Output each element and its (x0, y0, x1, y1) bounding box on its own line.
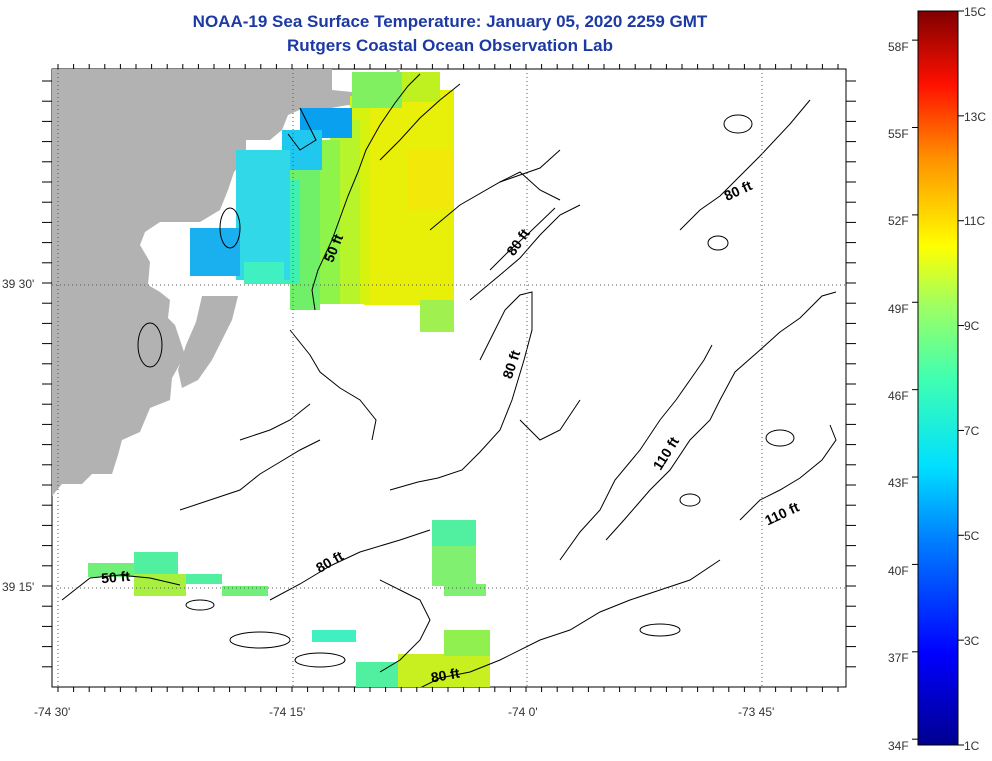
lat-tick-label: 39 15' (2, 580, 35, 594)
colorbar-fahrenheit-label: 43F (888, 476, 909, 490)
colorbar-fahrenheit-label: 52F (888, 214, 909, 228)
colorbar-celsius-label: 11C (964, 214, 986, 228)
lon-tick-label: -74 30' (34, 705, 71, 719)
colorbar-fahrenheit-label: 34F (888, 739, 909, 753)
bathymetry-contours (61, 73, 837, 687)
colorbar-ticks (912, 10, 964, 746)
colorbar-celsius-label: 1C (964, 739, 980, 753)
sst-pixels (88, 72, 490, 687)
lat-tick-label: 39 30' (2, 277, 35, 291)
colorbar-celsius-label: 9C (964, 319, 980, 333)
lon-tick-label: -74 15' (269, 705, 306, 719)
colorbar-fahrenheit-label: 40F (888, 564, 909, 578)
colorbar-celsius-label: 7C (964, 424, 980, 438)
colorbar-fahrenheit-label: 58F (888, 40, 909, 54)
land-barrier-island (178, 296, 238, 388)
lon-tick-label: -73 45' (738, 705, 775, 719)
colorbar-fahrenheit-label: 49F (888, 302, 909, 316)
colorbar-celsius-label: 13C (964, 110, 987, 124)
colorbar-fahrenheit-label: 46F (888, 389, 909, 403)
contour-label: 80 ft (430, 665, 461, 686)
map-subtitle: Rutgers Coastal Ocean Observation Lab (287, 36, 613, 55)
colorbar-celsius-label: 5C (964, 529, 980, 543)
colorbar-celsius-label: 15C (964, 5, 987, 19)
contour-label: 50 ft (101, 568, 131, 586)
land-cape (96, 328, 150, 400)
colorbar (917, 10, 959, 746)
map-title: NOAA-19 Sea Surface Temperature: January… (192, 12, 708, 31)
colorbar-celsius-label: 3C (964, 634, 980, 648)
colorbar-fahrenheit-label: 37F (888, 651, 909, 665)
lon-tick-label: -74 0' (508, 705, 538, 719)
land-new-jersey (52, 69, 400, 496)
colorbar-fahrenheit-label: 55F (888, 127, 909, 141)
axis-ticks (42, 64, 856, 692)
graticule (52, 69, 846, 687)
